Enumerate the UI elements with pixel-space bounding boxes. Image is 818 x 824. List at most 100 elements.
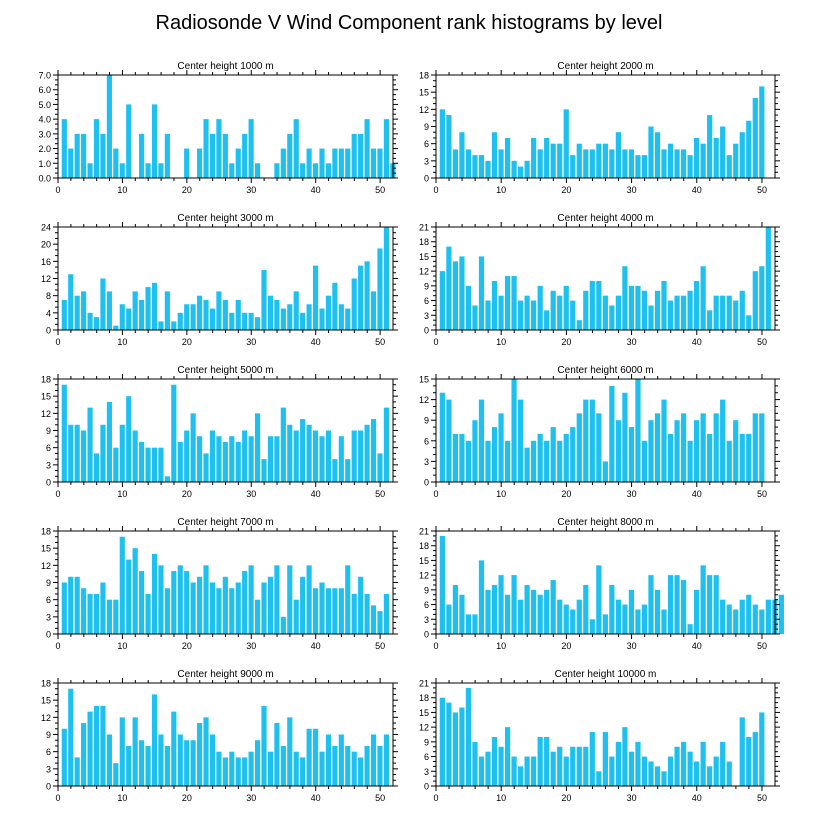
y-tick-label: 9 [46, 426, 51, 436]
bar [151, 694, 158, 786]
y-tick-label: 6 [424, 600, 429, 610]
bar [222, 576, 228, 634]
y-tick-label: 15 [419, 556, 429, 566]
bar [377, 148, 383, 178]
bar [293, 291, 299, 330]
y-tick-label: 0 [46, 478, 51, 488]
bar [557, 599, 563, 634]
bar [171, 711, 177, 786]
bar [145, 447, 151, 482]
bar [100, 278, 106, 330]
bar [550, 143, 556, 178]
bar [498, 746, 504, 786]
bar [752, 97, 758, 178]
bar [209, 133, 216, 178]
bar [184, 430, 190, 482]
bar [589, 619, 595, 634]
y-tick-label: 9 [424, 416, 429, 426]
bar [576, 599, 582, 634]
bar [452, 149, 459, 178]
bar [667, 433, 674, 482]
histogram-panel-6: Center height 6000 m 0 3 6 9 12 15 0 10 20 30 40 50 [419, 365, 780, 499]
bar [184, 148, 190, 178]
y-tick-label: 2.0 [38, 144, 51, 154]
bar [550, 290, 556, 330]
bar [254, 740, 261, 786]
y-tick-label: 0.0 [38, 174, 51, 184]
bar [680, 580, 687, 634]
bar [511, 379, 517, 482]
bar [222, 757, 228, 786]
x-tick-label: 20 [561, 185, 571, 195]
bar [524, 584, 530, 634]
bar [478, 756, 485, 786]
bar [550, 580, 556, 634]
y-tick-label: 12 [41, 561, 51, 571]
bar [235, 441, 241, 482]
bar [87, 312, 93, 330]
bar [377, 745, 383, 786]
bar [151, 447, 158, 482]
bar [615, 420, 621, 482]
bar [190, 413, 196, 482]
bar [106, 75, 112, 178]
bar [216, 436, 222, 482]
bar [164, 745, 170, 786]
bar [319, 582, 325, 634]
bar [197, 295, 203, 330]
x-tick-label: 20 [182, 489, 192, 499]
bar [570, 609, 576, 634]
bar [113, 148, 119, 178]
bar [177, 441, 183, 482]
bar [61, 728, 67, 786]
bar [602, 732, 608, 786]
bar [615, 295, 621, 330]
bar [358, 430, 364, 482]
y-tick-label: 24 [41, 223, 51, 233]
x-tick-label: 20 [182, 337, 192, 347]
bar [158, 565, 164, 634]
bar [459, 256, 465, 330]
bar [661, 771, 667, 786]
bar [563, 756, 569, 786]
bar [531, 300, 537, 330]
bar [628, 751, 635, 786]
bar [596, 771, 602, 786]
bar [306, 424, 312, 482]
bar [524, 756, 530, 786]
x-tick-label: 50 [757, 185, 767, 195]
bar [498, 575, 504, 634]
x-tick-label: 10 [117, 641, 127, 651]
bar [472, 155, 478, 178]
bar [319, 436, 325, 482]
bar [119, 536, 125, 634]
bar [280, 148, 286, 178]
bar [164, 476, 170, 482]
bar [694, 137, 700, 178]
bar [628, 427, 635, 482]
bar [752, 413, 758, 482]
bar [158, 321, 164, 330]
y-tick-label: 4 [46, 308, 51, 318]
x-tick-label: 50 [375, 793, 385, 803]
y-tick-label: 12 [419, 105, 429, 115]
bar [707, 766, 713, 786]
x-tick-label: 40 [692, 793, 702, 803]
bar [197, 576, 203, 634]
bar [694, 761, 700, 786]
bar [557, 746, 563, 786]
y-tick-label: 3 [424, 457, 429, 467]
bar [242, 571, 248, 634]
bar [68, 688, 74, 786]
bar [370, 734, 377, 786]
bar [151, 282, 158, 330]
bar [570, 155, 576, 178]
bar [300, 312, 306, 330]
bar [261, 459, 267, 482]
bar [674, 149, 680, 178]
bar [667, 143, 674, 178]
bar [544, 589, 550, 634]
bar [446, 702, 452, 786]
bar [628, 149, 635, 178]
